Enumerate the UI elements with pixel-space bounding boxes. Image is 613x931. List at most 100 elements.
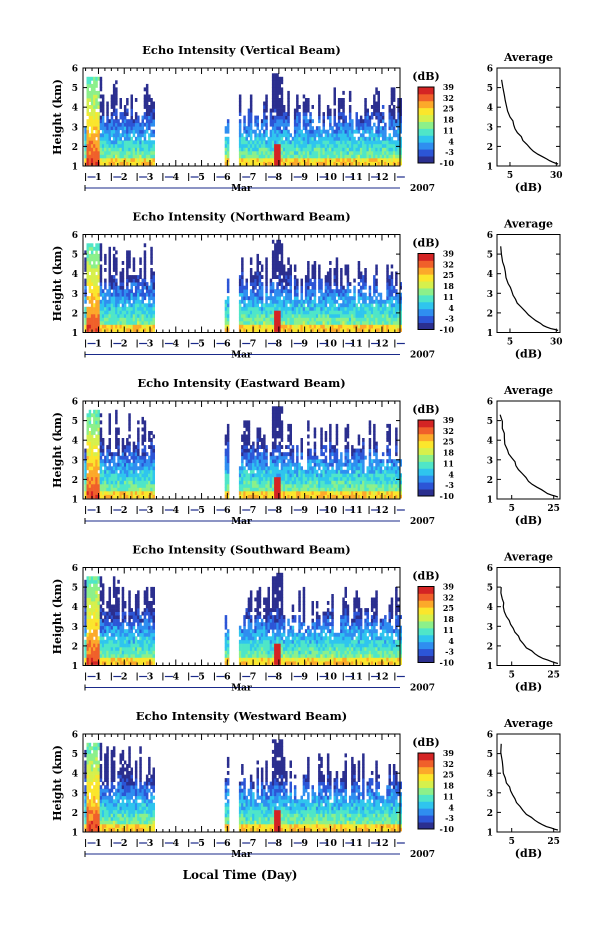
heatmap-cell bbox=[254, 129, 257, 134]
heatmap-cell bbox=[265, 289, 268, 294]
heatmap-cell bbox=[141, 462, 144, 467]
heatmap-cell bbox=[95, 94, 98, 99]
heatmap-cell bbox=[119, 491, 122, 495]
average-y-tick-label: 5 bbox=[487, 251, 493, 261]
heatmap-cell bbox=[366, 158, 369, 162]
heatmap-cell bbox=[302, 303, 306, 308]
heatmap-cell bbox=[238, 320, 242, 325]
heatmap-cell bbox=[123, 487, 127, 492]
heatmap-cell bbox=[115, 462, 118, 467]
heatmap-cell bbox=[101, 491, 105, 495]
heatmap-cell bbox=[265, 94, 268, 99]
heatmap-cell bbox=[384, 126, 387, 131]
heatmap-cell bbox=[307, 480, 310, 485]
heatmap-cell bbox=[134, 469, 138, 474]
heatmap-cell bbox=[104, 253, 107, 258]
colorbar-frame bbox=[417, 86, 435, 164]
heatmap-cell bbox=[373, 161, 376, 166]
heatmap-cell bbox=[373, 101, 376, 106]
heatmap-cell bbox=[141, 158, 144, 162]
heatmap-cell bbox=[132, 119, 136, 124]
heatmap-cell bbox=[115, 282, 118, 286]
heatmap-cell bbox=[101, 289, 105, 294]
heatmap-cell bbox=[99, 494, 103, 499]
heatmap-cell bbox=[84, 136, 87, 141]
heatmap-cell bbox=[128, 476, 131, 481]
heatmap-cell bbox=[256, 317, 259, 322]
heatmap-cell bbox=[86, 476, 89, 481]
heatmap-cell bbox=[90, 112, 94, 116]
heatmap-cell bbox=[337, 98, 341, 102]
heatmap-cell bbox=[243, 119, 246, 124]
heatmap-cell bbox=[395, 313, 398, 318]
heatmap-cell bbox=[260, 441, 264, 446]
heatmap-cell bbox=[362, 328, 365, 332]
heatmap-cell bbox=[126, 129, 129, 134]
heatmap-cell bbox=[260, 487, 264, 492]
heatmap-cell bbox=[388, 154, 391, 159]
heatmap-cell bbox=[344, 143, 347, 148]
heatmap-cell bbox=[110, 140, 114, 145]
heatmap-cell bbox=[95, 438, 98, 442]
heatmap-cell bbox=[143, 278, 147, 283]
heatmap-cell bbox=[296, 292, 299, 297]
heatmap-cell bbox=[307, 476, 310, 481]
heatmap-cell bbox=[300, 320, 303, 325]
heatmap-cell bbox=[141, 416, 144, 421]
heatmap-cell bbox=[296, 126, 299, 131]
heatmap-cell bbox=[322, 310, 325, 315]
heatmap-cell bbox=[110, 158, 114, 162]
heatmap-cell bbox=[143, 161, 147, 166]
heatmap-cell bbox=[280, 94, 284, 99]
heatmap-cell bbox=[224, 438, 228, 442]
heatmap-cell bbox=[117, 494, 120, 499]
heatmap-cell bbox=[289, 469, 292, 474]
heatmap-cell bbox=[285, 452, 288, 457]
heatmap-cell bbox=[119, 466, 122, 471]
heatmap-cell bbox=[359, 317, 363, 322]
heatmap-cell bbox=[226, 452, 230, 457]
heatmap-cell bbox=[108, 480, 111, 485]
heatmap-cell bbox=[245, 129, 248, 134]
heatmap-cell bbox=[249, 328, 253, 332]
heatmap-cell bbox=[247, 423, 251, 428]
heatmap-cell bbox=[108, 317, 111, 322]
heatmap-cell bbox=[370, 140, 374, 145]
heatmap-cell bbox=[86, 268, 89, 272]
heatmap-cell bbox=[304, 491, 308, 495]
heatmap-cell bbox=[132, 126, 136, 131]
heatmap-cell bbox=[128, 483, 131, 488]
heatmap-cell bbox=[106, 448, 109, 453]
heatmap-cell bbox=[364, 115, 367, 120]
heatmap-cell bbox=[399, 140, 402, 145]
heatmap-cell bbox=[88, 122, 92, 127]
heatmap-cell bbox=[243, 161, 246, 166]
heatmap-cell bbox=[320, 306, 323, 311]
heatmap-cell bbox=[373, 143, 376, 148]
heatmap-cell bbox=[340, 289, 343, 294]
heatmap-cell bbox=[287, 154, 290, 159]
heatmap-cell bbox=[141, 452, 144, 457]
heatmap-cell bbox=[298, 303, 301, 308]
heatmap-cell bbox=[119, 459, 122, 464]
heatmap-cell bbox=[106, 476, 109, 481]
heatmap-cell bbox=[269, 452, 273, 457]
heatmap-cell bbox=[93, 76, 96, 81]
heatmap-cell bbox=[326, 313, 330, 318]
heatmap-cell bbox=[271, 413, 275, 418]
heatmap-cell bbox=[311, 473, 314, 478]
heatmap-cell bbox=[337, 143, 341, 148]
heatmap-cell bbox=[141, 299, 144, 304]
heatmap-cell bbox=[311, 491, 314, 495]
heatmap-cell bbox=[267, 320, 270, 325]
heatmap-cell bbox=[150, 448, 153, 453]
y-axis-label: Height (km) bbox=[51, 246, 64, 322]
heatmap-cell bbox=[245, 452, 248, 457]
heatmap-cell bbox=[150, 147, 153, 152]
heatmap-cell bbox=[117, 317, 120, 322]
heatmap-cell bbox=[117, 452, 120, 457]
heatmap-cell bbox=[112, 101, 116, 106]
heatmap-cell bbox=[276, 299, 279, 304]
heatmap-cell bbox=[106, 473, 109, 478]
heatmap-cell bbox=[276, 140, 279, 145]
